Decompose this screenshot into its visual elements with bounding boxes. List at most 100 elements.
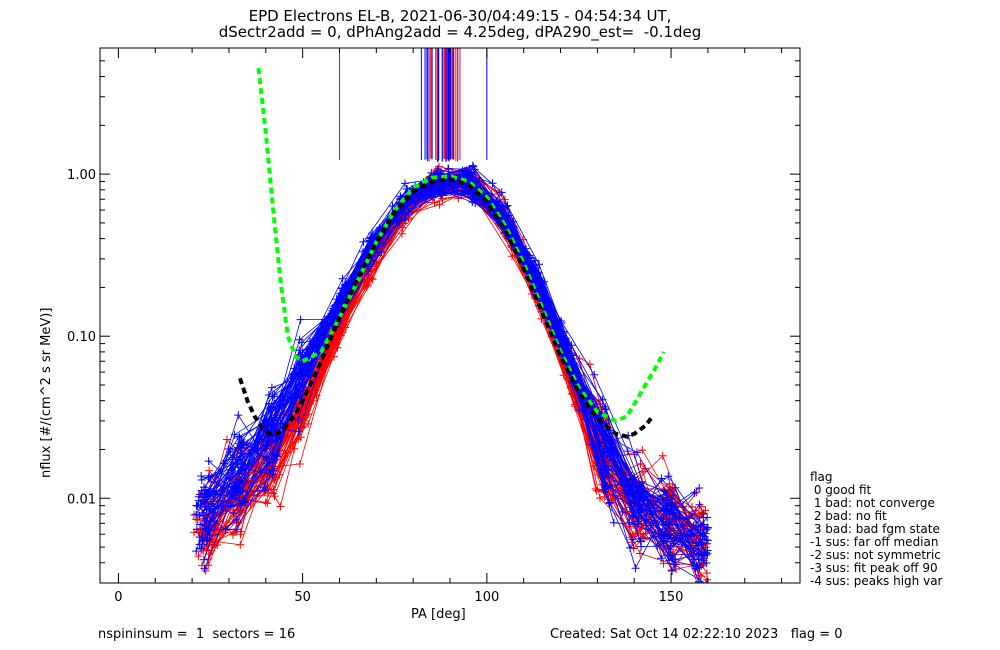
blue-data-point [633,502,642,511]
y-tick-label: 0.01 [67,492,96,507]
blue-data-point [232,515,241,524]
x-axis-label: PA [deg] [411,607,466,622]
blue-data-point [207,499,216,508]
blue-data-point [270,390,279,399]
red-data-point [296,433,305,442]
blue-data-point [665,525,674,534]
red-data-point [223,435,231,444]
blue-data-point [338,284,347,293]
blue-data-point [294,415,303,424]
blue-data-point [272,452,281,461]
blue-data-point [642,521,651,530]
red-data-point [397,229,406,238]
blue-data-point [235,432,244,441]
blue-data-point [531,256,540,265]
blue-data-point [603,481,612,490]
red-data-point [658,451,667,460]
blue-data-point [590,370,599,379]
blue-data-point [634,519,643,528]
blue-trace-line [211,187,705,555]
legend-item: -4 sus: peaks high var [810,574,943,588]
red-data-point [638,467,647,476]
red-data-point [201,566,210,575]
blue-data-point [377,248,386,257]
blue-data-point [197,476,206,485]
blue-data-point [668,554,677,563]
blue-data-point [198,508,207,517]
legend-item: 0 good fit [810,483,872,497]
red-data-point [591,484,600,493]
blue-data-point [261,486,270,495]
blue-data-point [667,502,676,511]
red-data-point [301,411,310,420]
blue-data-point [626,543,635,552]
red-data-point [229,530,238,539]
blue-data-point [404,207,413,216]
blue-data-point [205,471,214,480]
red-data-point [629,544,638,553]
y-tick-label: 0.10 [67,330,96,345]
red-data-point [363,275,372,284]
blue-data-point [664,472,673,481]
plot-area [189,48,712,594]
red-data-point [193,515,202,524]
red-data-point [336,331,345,340]
blue-data-point [199,555,208,564]
blue-data-point [262,453,271,462]
blue-data-point [236,452,245,461]
blue-data-point [304,368,313,377]
blue-data-point [359,237,368,246]
blue-data-point [437,189,446,198]
blue-data-point [267,383,276,392]
blue-data-point [497,188,506,197]
blue-data-point [597,425,606,434]
blue-data-point [444,164,453,173]
blue-data-point [600,461,609,470]
blue-data-point [237,464,246,473]
red-trace-line [201,177,693,566]
x-tick-label: 150 [659,590,684,605]
blue-data-point [665,516,674,525]
blue-data-point [202,537,211,546]
red-trace-line [209,168,705,537]
blue-data-point [634,482,643,491]
blue-data-point [201,524,210,533]
blue-data-point [609,518,618,527]
blue-data-point [666,545,675,554]
blue-data-point [200,564,209,573]
blue-data-point [699,556,708,565]
blue-data-point [233,459,242,468]
red-trace-line [203,178,696,567]
blue-trace-line [210,177,673,572]
blue-data-point [236,487,245,496]
blue-data-point [338,274,347,283]
red-data-point [701,506,710,515]
blue-data-point [566,355,575,364]
blue-data-point [634,492,643,501]
blue-data-point [266,421,275,430]
blue-data-point [192,501,201,510]
blue-data-point [631,564,640,573]
blue-data-point [196,500,205,509]
blue-data-point [197,472,206,481]
blue-trace-line [199,169,699,531]
blue-data-point [700,586,708,594]
blue-data-point [632,448,641,457]
blue-data-point [462,166,471,175]
blue-data-point [197,544,206,553]
legend-title: flag [810,470,833,484]
blue-data-point [192,525,201,534]
blue-data-point [461,187,470,196]
blue-data-point [640,486,649,495]
green-fit-curve [256,67,666,424]
blue-data-point [533,271,542,280]
y-tick-label: 1.00 [67,168,96,183]
red-data-point [398,223,407,232]
blue-data-point [605,498,614,507]
blue-data-point [204,457,213,466]
blue-data-point [439,183,448,192]
blue-data-point [226,502,235,511]
y-axis-label: nflux [#/(cm^2 s sr MeV)] [39,307,54,478]
blue-data-point [294,427,303,436]
